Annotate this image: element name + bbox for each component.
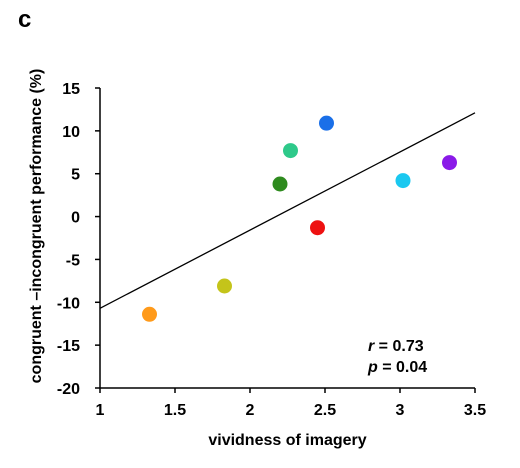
correlation-annotation: r = 0.73 — [368, 338, 424, 355]
data-point — [142, 306, 157, 322]
x-ticks: 1 1.5 2 2.5 3 3.5 — [96, 388, 486, 419]
r-symbol: r — [368, 338, 375, 355]
p-value: = 0.04 — [378, 359, 427, 376]
data-point — [319, 115, 334, 131]
fit-line-group — [99, 112, 476, 309]
data-point — [442, 155, 457, 171]
x-tick-label: 2 — [246, 402, 255, 419]
data-point — [283, 143, 298, 159]
data-point — [272, 176, 288, 192]
regression-line — [99, 112, 476, 309]
axes — [99, 88, 475, 389]
y-tick-label: -5 — [66, 252, 80, 269]
y-tick-label: -10 — [57, 295, 80, 312]
y-tick-label: 15 — [62, 81, 80, 98]
x-tick-label: 3.5 — [464, 402, 486, 419]
y-tick-label: 10 — [62, 124, 80, 141]
data-point — [310, 220, 325, 236]
y-tick-label: -15 — [57, 338, 80, 355]
y-axis-title: congruent –incongruent performance (%) — [28, 69, 45, 384]
x-tick-label: 2.5 — [314, 402, 336, 419]
data-points — [142, 115, 457, 322]
x-tick-label: 3 — [396, 402, 405, 419]
data-point — [395, 173, 411, 189]
r-value: = 0.73 — [374, 338, 423, 355]
y-tick-label: 5 — [71, 167, 80, 184]
p-value-annotation: p = 0.04 — [367, 359, 427, 376]
x-tick-label: 1.5 — [164, 402, 186, 419]
y-ticks: -20 -15 -10 -5 0 5 10 15 — [57, 81, 100, 398]
x-tick-label: 1 — [96, 402, 105, 419]
y-tick-label: 0 — [71, 210, 80, 227]
x-axis-title: vividness of imagery — [208, 432, 366, 449]
y-tick-label: -20 — [57, 381, 80, 398]
p-symbol: p — [367, 359, 378, 376]
data-point — [217, 278, 232, 294]
panel-label: c — [18, 6, 32, 33]
